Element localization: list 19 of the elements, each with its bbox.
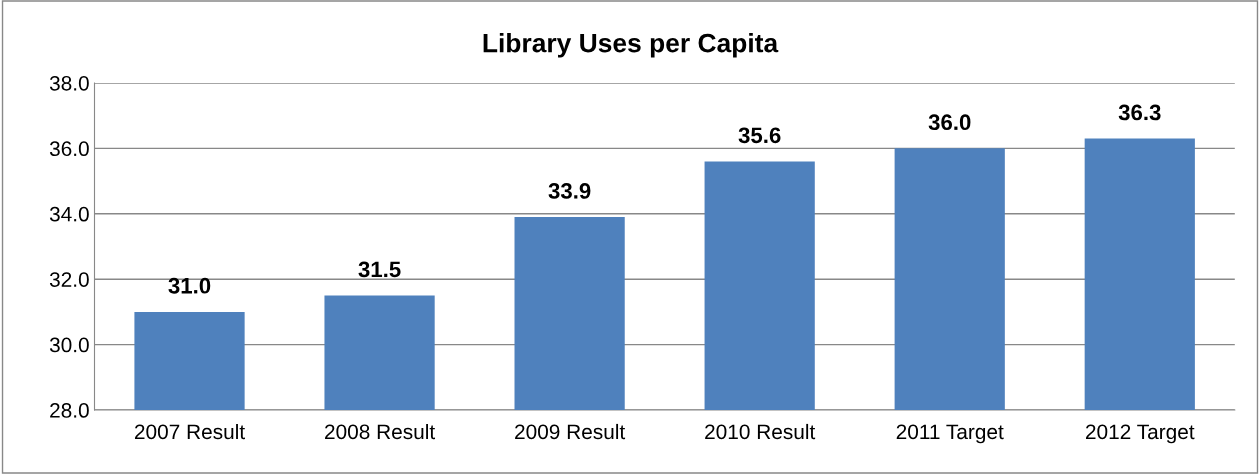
chart-title: Library Uses per Capita (483, 33, 779, 58)
y-tick-label: 36.0 (49, 141, 89, 157)
data-label: 31.0 (168, 277, 211, 294)
y-tick-label: 30.0 (49, 337, 89, 353)
y-tick-label: 38.0 (49, 75, 89, 91)
data-label: 31.5 (358, 261, 401, 278)
x-tick-label: 2012 Target (1086, 424, 1195, 444)
x-tick-label: 2009 Result (515, 423, 626, 440)
data-label: 35.6 (738, 127, 781, 144)
y-tick-label: 32.0 (49, 272, 89, 287)
data-label: 36.3 (1118, 104, 1161, 121)
data-label: 36.0 (928, 114, 971, 131)
x-tick-label: 2010 Result (705, 423, 816, 440)
data-label: 33.9 (548, 183, 591, 199)
x-tick-label: 2011 Target (896, 424, 1004, 444)
x-tick-label: 2008 Result (325, 423, 436, 440)
x-tick-label: 2007 Result (134, 423, 245, 440)
y-tick-label: 28.0 (50, 403, 89, 418)
y-tick-label: 34.0 (49, 206, 89, 222)
